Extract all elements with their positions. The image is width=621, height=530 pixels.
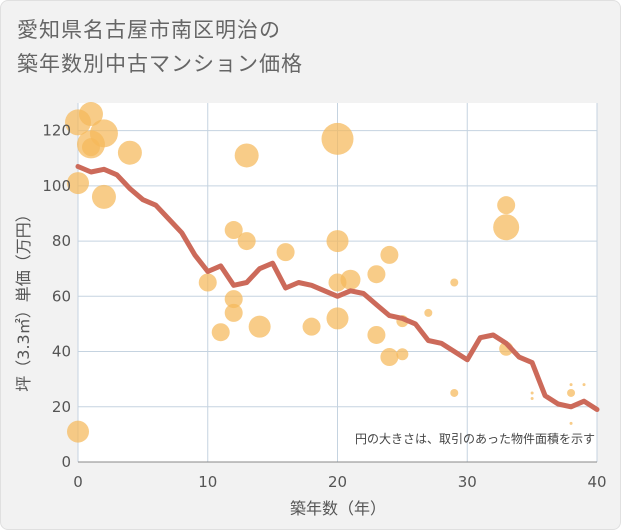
bubble-size-note: 円の大きさは、取引のあった物件面積を示す [355, 431, 595, 446]
chart-title-line-1: 愛知県名古屋市南区明治の [17, 18, 281, 42]
bubble-7 [91, 184, 116, 209]
x-tick-20: 20 [328, 473, 347, 491]
x-tick-10: 10 [198, 473, 217, 491]
bubble-1 [67, 172, 89, 195]
bubble-26 [380, 245, 399, 264]
trend-line [75, 164, 600, 412]
bubble-40 [582, 383, 586, 387]
chart-title: 愛知県名古屋市南区明治の 築年数別中古マンション価格 [17, 13, 303, 81]
chart-title-line-2: 築年数別中古マンション価格 [17, 52, 303, 76]
bubble-17 [276, 243, 295, 262]
y-tick-80: 80 [52, 232, 71, 250]
bubble-9 [198, 273, 217, 292]
bubble-31 [450, 278, 459, 287]
bubble-27 [380, 348, 399, 367]
y-tick-0: 0 [61, 453, 71, 471]
x-tick-labels: 0 10 20 30 40 [73, 473, 606, 491]
bubble-32 [450, 388, 459, 397]
bubble-23 [340, 269, 361, 290]
y-tick-60: 60 [52, 287, 71, 305]
bubble-33 [497, 196, 516, 215]
bubble-34 [493, 214, 520, 241]
bubble-6 [89, 119, 118, 148]
bubble-41 [569, 421, 573, 425]
bubble-30 [424, 308, 433, 317]
bubble-38 [569, 383, 573, 387]
bubble-18 [302, 317, 321, 336]
bubble-15 [237, 232, 256, 251]
bubble-24 [367, 265, 386, 284]
bubble-25 [367, 325, 386, 344]
y-tick-100: 100 [42, 177, 71, 195]
y-tick-120: 120 [42, 122, 71, 140]
x-axis-label: 築年数（年） [290, 499, 386, 518]
bubble-12 [224, 290, 243, 309]
bubble-10 [211, 323, 230, 342]
x-tick-40: 40 [587, 473, 606, 491]
x-tick-0: 0 [73, 473, 83, 491]
bubble-8 [117, 140, 142, 165]
bubble-36 [530, 391, 534, 395]
bubble-22 [326, 307, 349, 330]
bubble-37 [530, 396, 534, 400]
bubble-16 [248, 315, 271, 338]
bubble-20 [326, 230, 349, 253]
bubble-19 [321, 122, 354, 155]
y-axis-label: 坪（3.3㎡）単価（万円） [14, 206, 33, 391]
bubble-13 [224, 303, 243, 322]
y-tick-40: 40 [52, 343, 71, 361]
bubble-14 [234, 143, 259, 168]
bubble-29 [396, 348, 409, 361]
bubble-39 [567, 388, 576, 397]
y-tick-labels: 0 20 40 60 80 100 120 [42, 122, 71, 471]
bubbles [65, 102, 586, 443]
y-tick-20: 20 [52, 398, 71, 416]
bubble-2 [67, 420, 89, 443]
bubble-3 [78, 102, 103, 127]
bubble-11 [224, 221, 243, 240]
x-tick-30: 30 [458, 473, 477, 491]
